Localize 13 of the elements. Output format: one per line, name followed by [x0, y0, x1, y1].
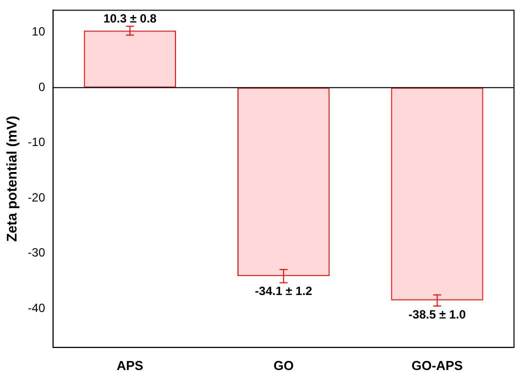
- y-tick-label: -20: [28, 190, 46, 204]
- y-axis-title: Zeta potential (mV): [3, 116, 20, 242]
- data-label: -34.1 ± 1.2: [254, 284, 313, 298]
- y-tick-label: -30: [28, 246, 46, 260]
- data-label: 10.3 ± 0.8: [103, 12, 157, 26]
- y-tick-label: 0: [38, 80, 46, 94]
- y-tick-label: 10: [32, 24, 46, 39]
- x-tick-label: APS: [116, 358, 144, 373]
- y-tick-label: -10: [28, 135, 46, 150]
- x-tick-label: GO-APS: [412, 358, 464, 373]
- x-tick-label: GO: [273, 358, 294, 373]
- y-tick-label: -40: [28, 301, 46, 316]
- data-label: -38.5 ± 1.0: [408, 307, 466, 322]
